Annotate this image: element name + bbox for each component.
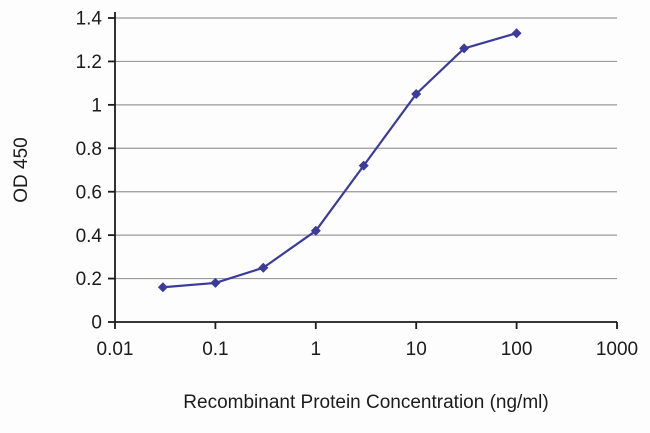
y-axis-title: OD 450 bbox=[11, 137, 32, 203]
data-point-marker bbox=[411, 89, 422, 99]
data-point-marker bbox=[210, 277, 221, 288]
y-tick-label: 0 bbox=[91, 313, 102, 334]
y-tick-label: 0.8 bbox=[76, 139, 102, 160]
x-tick-label: 10 bbox=[406, 339, 427, 360]
data-point-marker bbox=[459, 43, 470, 54]
y-tick-label: 1 bbox=[91, 96, 102, 117]
y-tick-label: 0.2 bbox=[76, 269, 102, 290]
y-tick-label: 0.4 bbox=[76, 226, 103, 247]
y-tick-label: 1.4 bbox=[76, 9, 103, 30]
y-tick-label: 1.2 bbox=[76, 52, 102, 73]
data-point-marker bbox=[157, 282, 168, 293]
x-tick-label: 1 bbox=[311, 339, 322, 360]
x-tick-label: 1000 bbox=[596, 339, 638, 360]
x-tick-label: 100 bbox=[501, 339, 533, 360]
data-point-marker bbox=[310, 225, 321, 236]
x-tick-label: 0.01 bbox=[97, 339, 134, 360]
data-point-marker bbox=[258, 262, 269, 273]
data-point-marker bbox=[511, 28, 522, 39]
x-axis-title: Recombinant Protein Concentration (ng/ml… bbox=[183, 392, 549, 413]
x-tick-label: 0.1 bbox=[202, 339, 228, 360]
data-point-marker bbox=[358, 160, 369, 171]
y-tick-label: 0.6 bbox=[76, 182, 102, 203]
series-line bbox=[161, 32, 518, 289]
